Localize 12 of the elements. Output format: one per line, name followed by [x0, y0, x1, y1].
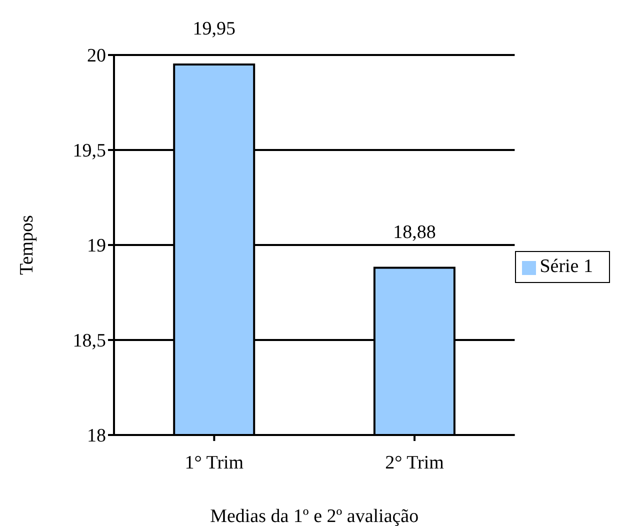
x-axis-title: Medias da 1º e 2º avaliação	[210, 506, 419, 526]
y-tick-label: 19,5	[72, 140, 106, 162]
y-tick-label: 19	[87, 236, 106, 257]
y-axis-title: Tempos	[16, 215, 38, 275]
data-label: 18,88	[393, 222, 436, 243]
x-tick-label: 2° Trim	[385, 452, 444, 474]
y-tick-label: 18	[87, 426, 106, 447]
y-tick-label: 20	[87, 46, 106, 67]
data-label: 19,95	[192, 18, 236, 40]
legend-label: Série 1	[540, 256, 593, 277]
x-tick-label: 1° Trim	[184, 452, 244, 474]
y-tick-label: 18,5	[72, 330, 106, 352]
